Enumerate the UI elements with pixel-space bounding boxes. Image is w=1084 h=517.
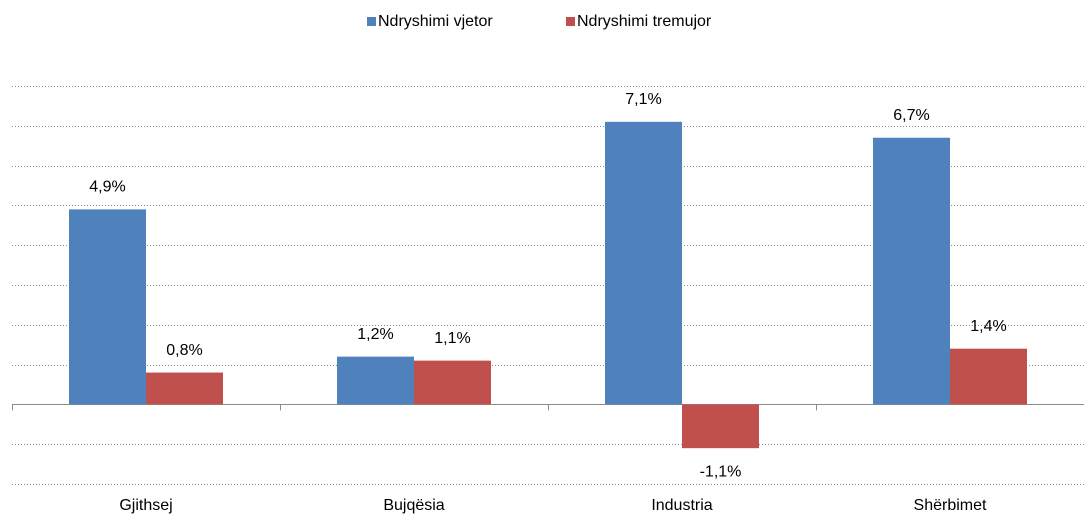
bar <box>873 137 950 405</box>
x-tick-label: Shërbimet <box>914 497 987 514</box>
bar <box>146 372 223 405</box>
legend-swatch <box>566 17 575 26</box>
value-label: 1,1% <box>434 330 470 347</box>
bar <box>414 360 491 405</box>
value-label: 7,1% <box>625 91 661 108</box>
value-label: 1,2% <box>357 326 393 343</box>
value-label: 0,8% <box>166 342 202 359</box>
bar <box>69 209 146 405</box>
value-label: 4,9% <box>89 179 125 196</box>
bar <box>605 121 682 405</box>
legend-swatch <box>367 17 376 26</box>
x-tick-label: Bujqësia <box>383 497 444 514</box>
value-label: 6,7% <box>893 107 929 124</box>
legend-label: Ndryshimi vjetor <box>378 13 493 30</box>
x-tick-label: Industria <box>651 497 712 514</box>
bar <box>682 404 759 449</box>
value-label: -1,1% <box>700 463 742 480</box>
bar <box>337 356 414 405</box>
value-label: 1,4% <box>970 318 1006 335</box>
bar <box>950 348 1027 405</box>
x-tick-label: Gjithsej <box>119 497 172 514</box>
legend-label: Ndryshimi tremujor <box>577 13 712 30</box>
